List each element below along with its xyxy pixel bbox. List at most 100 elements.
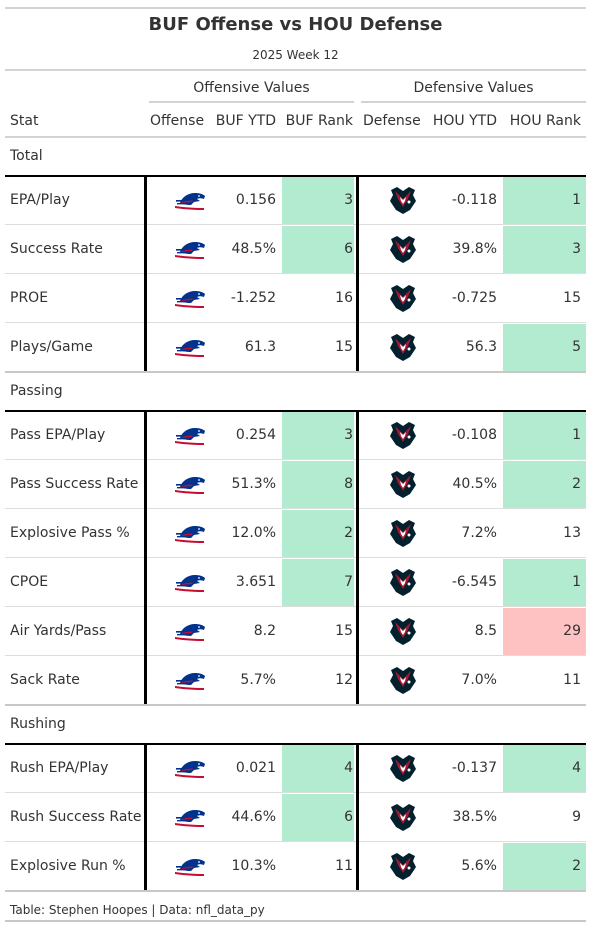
row-rule	[5, 273, 586, 274]
row-off-ytd: 48.5%	[231, 241, 276, 257]
texans-logo-icon	[388, 469, 418, 503]
texans-logo-icon	[388, 420, 418, 454]
row-def-rank: 2	[572, 476, 581, 492]
row-def-rank: 5	[572, 339, 581, 355]
row-rule	[5, 459, 586, 460]
spanner-defensive-rule	[361, 101, 586, 103]
def-rank-highlight	[503, 412, 586, 459]
row-stat-label: Explosive Pass %	[10, 525, 130, 541]
group-label: Passing	[10, 383, 63, 399]
bills-logo-icon	[174, 759, 206, 783]
top-rule	[5, 7, 586, 9]
group-end-rule	[5, 371, 586, 373]
col-header-defense: Defense	[363, 113, 421, 129]
def-rank-highlight	[503, 559, 586, 606]
row-off-ytd: 61.3	[244, 339, 276, 355]
col-header-stat: Stat	[10, 113, 39, 129]
texans-logo-icon	[388, 616, 418, 650]
spanner-offensive-rule	[149, 101, 354, 103]
table-title: BUF Offense vs HOU Defense	[148, 14, 443, 35]
row-rule	[5, 841, 586, 842]
bills-logo-icon	[174, 191, 206, 215]
row-rule	[5, 322, 586, 323]
row-rule	[5, 655, 586, 656]
def-rank-highlight	[503, 608, 586, 655]
row-off-rank: 2	[344, 525, 353, 541]
row-def-rank: 1	[572, 427, 581, 443]
title-rule	[5, 69, 586, 71]
row-stat-label: EPA/Play	[10, 192, 70, 208]
bills-logo-icon	[174, 475, 206, 499]
bills-logo-icon	[174, 671, 206, 695]
texans-logo-icon	[388, 234, 418, 268]
row-off-rank: 6	[344, 241, 353, 257]
texans-logo-icon	[388, 185, 418, 219]
group-label: Total	[10, 148, 43, 164]
texans-logo-icon	[388, 283, 418, 317]
row-stat-label: Air Yards/Pass	[10, 623, 107, 639]
col-header-off-rank: BUF Rank	[285, 113, 353, 129]
row-off-ytd: 5.7%	[240, 672, 276, 688]
spanner-defensive-values: Defensive Values	[413, 80, 534, 96]
row-off-ytd: -1.252	[230, 290, 276, 306]
defense-divider	[356, 410, 359, 704]
row-def-rank: 13	[563, 525, 581, 541]
offense-divider	[144, 743, 147, 890]
row-stat-label: PROE	[10, 290, 49, 306]
row-off-rank: 11	[335, 858, 353, 874]
row-off-ytd: 0.254	[235, 427, 276, 443]
row-stat-label: Rush EPA/Play	[10, 760, 109, 776]
row-stat-label: CPOE	[10, 574, 49, 590]
row-off-ytd: 12.0%	[231, 525, 276, 541]
row-off-ytd: 0.021	[235, 760, 276, 776]
row-def-ytd: 56.3	[465, 339, 497, 355]
col-header-off-ytd: BUF YTD	[215, 113, 276, 129]
defense-divider	[356, 743, 359, 890]
off-rank-highlight	[282, 745, 354, 792]
bills-logo-icon	[174, 524, 206, 548]
row-off-rank: 3	[344, 427, 353, 443]
group-end-rule	[5, 704, 586, 706]
row-def-ytd: -0.137	[451, 760, 497, 776]
col-header-offense: Offense	[150, 113, 205, 129]
footer-rule	[5, 920, 586, 922]
row-def-rank: 29	[563, 623, 581, 639]
off-rank-highlight	[282, 794, 354, 841]
bills-logo-icon	[174, 289, 206, 313]
group-label: Rushing	[10, 716, 66, 732]
row-def-rank: 11	[563, 672, 581, 688]
group-rule	[5, 175, 586, 177]
def-rank-highlight	[503, 226, 586, 273]
off-rank-highlight	[282, 412, 354, 459]
spanner-offensive-values: Offensive Values	[193, 80, 310, 96]
row-stat-label: Pass Success Rate	[10, 476, 139, 492]
bills-logo-icon	[174, 808, 206, 832]
row-def-rank: 2	[572, 858, 581, 874]
row-off-ytd: 10.3%	[231, 858, 276, 874]
row-off-rank: 3	[344, 192, 353, 208]
texans-logo-icon	[388, 802, 418, 836]
row-off-rank: 8	[344, 476, 353, 492]
offense-divider	[144, 175, 147, 371]
row-def-rank: 1	[572, 192, 581, 208]
row-off-rank: 12	[335, 672, 353, 688]
group-rule	[5, 743, 586, 745]
row-off-ytd: 8.2	[253, 623, 276, 639]
row-def-rank: 9	[572, 809, 581, 825]
row-def-ytd: 5.6%	[461, 858, 497, 874]
row-off-rank: 7	[344, 574, 353, 590]
row-def-rank: 4	[572, 760, 581, 776]
row-off-ytd: 3.651	[235, 574, 276, 590]
row-def-rank: 15	[563, 290, 581, 306]
texans-logo-icon	[388, 665, 418, 699]
row-off-ytd: 0.156	[235, 192, 276, 208]
col-header-def-ytd: HOU YTD	[432, 113, 497, 129]
row-rule	[5, 792, 586, 793]
off-rank-highlight	[282, 177, 354, 224]
row-def-ytd: -0.108	[451, 427, 497, 443]
row-off-rank: 16	[335, 290, 353, 306]
row-def-ytd: -6.545	[451, 574, 497, 590]
row-def-rank: 3	[572, 241, 581, 257]
offense-divider	[144, 410, 147, 704]
